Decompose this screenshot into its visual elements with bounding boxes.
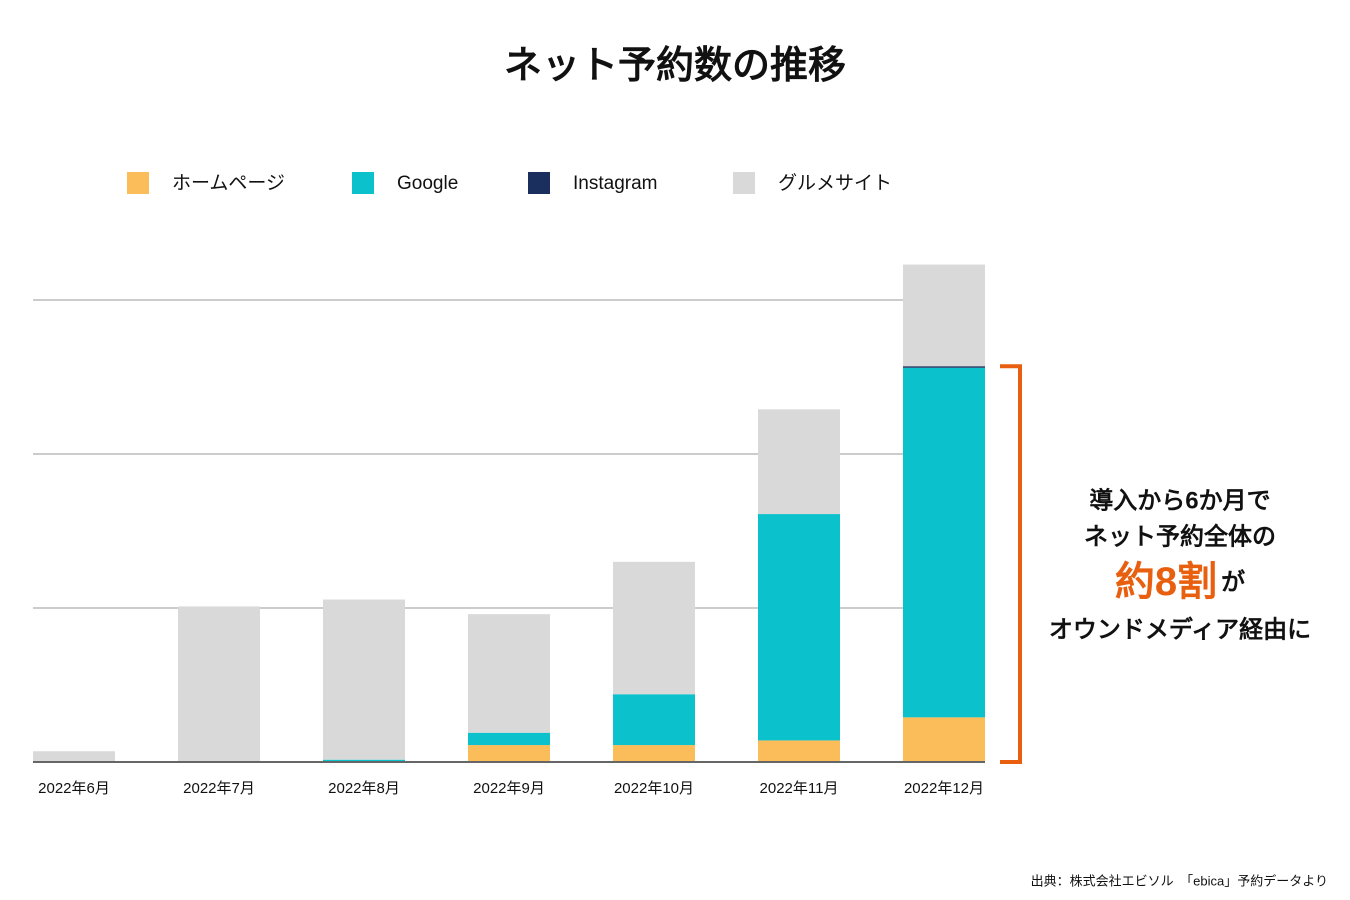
bar-segment: [903, 366, 985, 368]
bar-segment: [613, 694, 695, 746]
legend-swatch: [127, 172, 149, 194]
annotation-highlight: 約8割が: [1115, 560, 1245, 604]
annotation-line: ネット予約全体の: [1084, 522, 1276, 550]
source: 出典：株式会社エビソル 「ebica」予約データより: [1031, 873, 1328, 888]
bar-segment: [33, 751, 115, 762]
annotation-line: 導入から6か月で: [1089, 486, 1270, 514]
x-tick-label: 2022年10月: [614, 780, 694, 797]
chart-title: ネット予約数の推移: [504, 45, 846, 87]
bar-segment: [903, 717, 985, 762]
bar-segment: [903, 264, 985, 367]
x-tick-label: 2022年6月: [38, 780, 110, 797]
x-tick-label: 2022年8月: [328, 780, 400, 797]
bracket: [1000, 364, 1022, 764]
legend-swatch: [352, 172, 374, 194]
highlight: 約8割: [1115, 560, 1217, 604]
x-tick-label: 2022年7月: [183, 780, 255, 797]
legend-label: Instagram: [573, 173, 657, 194]
legend-label: ホームページ: [172, 173, 285, 194]
bar-segment: [323, 599, 405, 760]
bar-segment: [468, 745, 550, 762]
highlight-suffix: が: [1221, 568, 1245, 596]
x-tick-label: 2022年11月: [760, 780, 839, 797]
bar-segment: [178, 606, 260, 762]
bar-segment: [758, 514, 840, 741]
legend-swatch: [528, 172, 550, 194]
legend-swatch: [733, 172, 755, 194]
x-tick-label: 2022年9月: [473, 780, 545, 797]
x-tick-label: 2022年12月: [904, 780, 984, 797]
bar-segment: [758, 409, 840, 515]
bar-segment: [613, 745, 695, 762]
bar-segment: [758, 740, 840, 762]
legend-label: グルメサイト: [778, 172, 892, 194]
bar-segment: [323, 759, 405, 762]
bar-segment: [468, 614, 550, 733]
legend-label: Google: [397, 173, 458, 194]
annotation-line: オウンドメディア経由に: [1049, 615, 1311, 643]
bar-segment: [903, 367, 985, 718]
bar-segment: [468, 732, 550, 746]
bar-segment: [613, 561, 695, 695]
